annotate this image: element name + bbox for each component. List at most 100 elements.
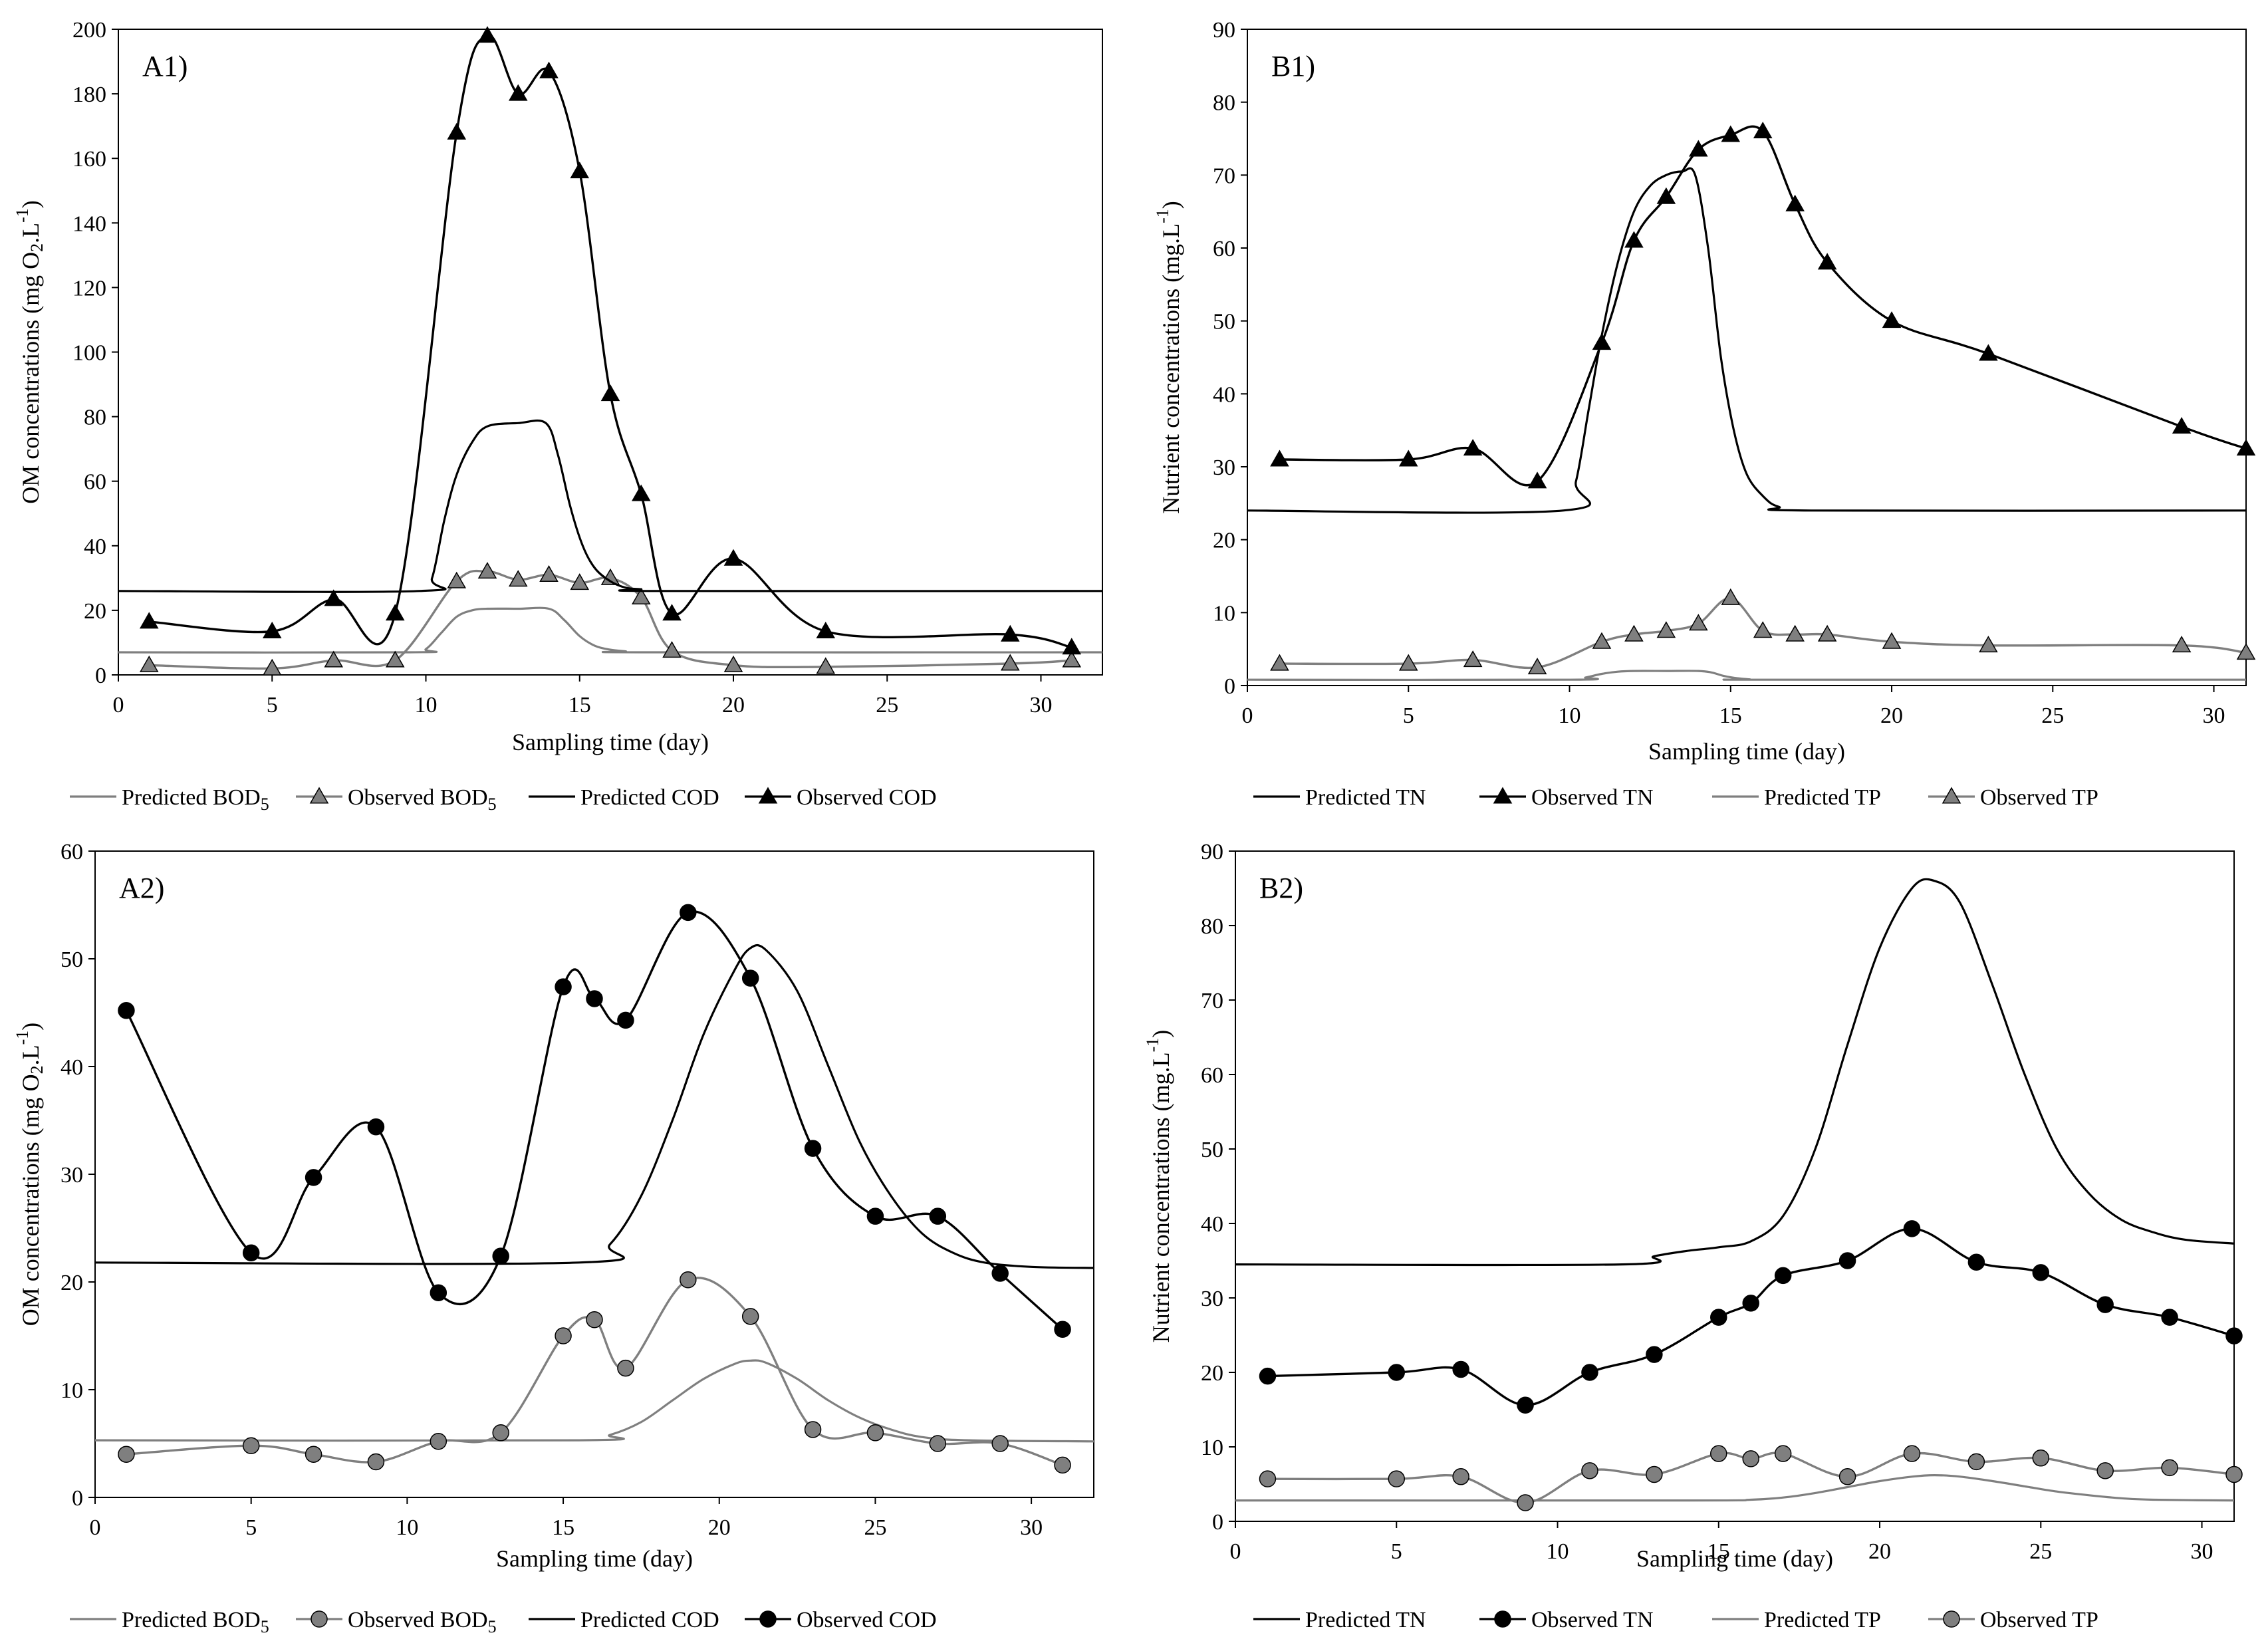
- x-tick-label: 30: [2203, 703, 2225, 728]
- data-point-observed-bod5: [586, 1311, 603, 1329]
- data-point-observed-bod5: [539, 565, 559, 582]
- y-tick-label: 40: [1201, 1212, 1223, 1237]
- x-tick-label: 15: [568, 693, 591, 717]
- data-point-observed-tn: [1463, 439, 1483, 456]
- legend-item-observed-cod: Observed COD: [745, 785, 937, 810]
- x-tick-label: 10: [1559, 703, 1581, 728]
- data-point-observed-tp: [1710, 1445, 1727, 1462]
- y-axis-title-part: -1: [1153, 209, 1172, 223]
- data-point-observed-cod: [570, 162, 590, 179]
- data-point-observed-cod: [262, 621, 282, 638]
- data-point-observed-bod5: [991, 1435, 1009, 1452]
- data-point-observed-cod: [804, 1140, 822, 1157]
- series-predicted-cod: [94, 944, 1094, 1269]
- legend-label: Observed TP: [1980, 1608, 2098, 1632]
- y-tick-label: 10: [1213, 601, 1235, 626]
- legend-item-predicted-cod: Predicted COD: [529, 1608, 719, 1632]
- data-point-observed-bod5: [570, 573, 590, 590]
- data-point-observed-tn: [2096, 1296, 2114, 1313]
- data-point-observed-tp: [1270, 654, 1289, 671]
- plot-frame: [1235, 850, 2235, 1522]
- data-point-observed-tp: [1581, 1462, 1598, 1479]
- legend-label: Observed TP: [1980, 785, 2098, 810]
- x-tick-label: 5: [267, 693, 278, 717]
- x-tick-label: 5: [245, 1515, 257, 1540]
- y-axis-title: OM concentrations (mg O2.L-1): [13, 1023, 47, 1327]
- panel-label: B1): [1271, 50, 1315, 82]
- series-observed-tn: [1270, 122, 2256, 489]
- data-point-observed-cod: [1000, 624, 1020, 642]
- legend-label: Observed BOD5: [348, 1608, 497, 1636]
- series-predicted-bod5: [118, 606, 1103, 654]
- legend-label: Predicted TP: [1764, 785, 1881, 810]
- y-axis-title: Nutrient concentrations (mg.L-1): [1153, 201, 1184, 514]
- legend-item-predicted-bod5: Predicted BOD5: [70, 1608, 269, 1636]
- series-predicted-tn: [1247, 167, 2247, 514]
- x-axis-title: Sampling time (day): [1636, 1545, 1833, 1572]
- data-point-observed-tn: [1388, 1364, 1406, 1381]
- x-tick-label: 20: [722, 693, 745, 717]
- data-point-observed-tp: [1398, 654, 1418, 671]
- data-point-observed-tp: [1774, 1445, 1792, 1462]
- legend-item-observed-bod5: Observed BOD5: [296, 785, 497, 814]
- x-tick-label: 0: [90, 1515, 101, 1540]
- data-point-observed-tn: [1270, 449, 1289, 467]
- y-axis-title-part: ): [1158, 201, 1184, 209]
- y-axis-title: OM concentrations (mg O2.L-1): [13, 200, 47, 504]
- x-tick-label: 15: [1707, 1539, 1730, 1564]
- y-axis-title-part: .L: [17, 1045, 44, 1065]
- x-tick-label: 30: [1030, 693, 1053, 717]
- x-tick-label: 25: [876, 693, 898, 717]
- data-point-observed-tn: [2172, 417, 2192, 434]
- data-point-observed-bod5: [477, 562, 497, 579]
- data-point-observed-cod: [741, 969, 759, 987]
- legend-marker: [1493, 787, 1513, 804]
- data-point-observed-bod5: [492, 1424, 509, 1442]
- y-tick-label: 60: [61, 840, 83, 864]
- legend-item-observed-bod5: Observed BOD5: [296, 1608, 497, 1636]
- x-tick-label: 5: [1403, 703, 1414, 728]
- data-point-observed-bod5: [324, 650, 344, 668]
- data-point-observed-tn: [2161, 1309, 2178, 1326]
- x-axis-title: Sampling time (day): [496, 1545, 693, 1572]
- series-line-predicted-bod5: [94, 1359, 1094, 1443]
- data-point-observed-cod: [118, 1002, 135, 1019]
- data-point-observed-tn: [1967, 1253, 1985, 1271]
- legend: Predicted BOD5 Observed BOD5 Predicted COD…: [70, 1608, 937, 1636]
- data-point-observed-bod5: [662, 641, 682, 658]
- data-point-observed-tp: [1646, 1465, 1663, 1483]
- y-tick-label: 40: [61, 1055, 83, 1080]
- legend-marker: [311, 1610, 328, 1628]
- series-observed-bod5: [118, 1271, 1071, 1474]
- y-axis-title-part: Nutrient concentrations (mg.L: [1148, 1052, 1174, 1342]
- data-point-observed-tn: [1817, 253, 1837, 270]
- y-axis-title-part: -1: [1143, 1038, 1162, 1053]
- data-point-observed-cod: [816, 621, 836, 638]
- legend-item-observed-tn: Observed TN: [1479, 1608, 1654, 1632]
- y-tick-label: 160: [72, 147, 106, 172]
- series-line-observed-tn: [1279, 125, 2247, 487]
- legend-label: Observed COD: [797, 1608, 937, 1632]
- y-axis-title-part: .L: [17, 223, 44, 243]
- data-point-observed-tp: [1721, 588, 1741, 605]
- data-point-observed-tp: [1592, 632, 1612, 649]
- legend-label: Predicted BOD5: [122, 785, 269, 814]
- y-axis-title: Nutrient concentrations (mg.L-1): [1143, 1030, 1174, 1343]
- legend: Predicted TN Observed TN Predicted TP Obser…: [1253, 1608, 2098, 1632]
- data-point-observed-bod5: [680, 1271, 697, 1289]
- data-point-observed-cod: [385, 604, 405, 621]
- panel-b1: 0 10 20 30 40 50 60 70 80 90 0 5 10 15 20 25 30 B1) Sampli…: [1153, 18, 2256, 810]
- data-point-observed-cod: [662, 604, 682, 621]
- panel-b2: 0 10 20 30 40 50 60 70 80 90 0 5 10 15 20 25 30 B2) Sampli…: [1143, 840, 2243, 1632]
- data-point-observed-tp: [1388, 1470, 1406, 1487]
- data-point-observed-cod: [139, 612, 159, 629]
- data-point-observed-cod: [539, 61, 559, 78]
- y-tick-label: 30: [1201, 1287, 1223, 1311]
- legend-item-predicted-tn: Predicted TN: [1253, 1608, 1426, 1632]
- y-tick-label: 60: [1213, 237, 1235, 261]
- data-point-observed-tn: [2225, 1327, 2243, 1344]
- legend-label: Predicted BOD5: [122, 1608, 269, 1636]
- series-line-observed-bod5: [149, 569, 1072, 670]
- series-line-predicted-tp: [1247, 670, 2247, 682]
